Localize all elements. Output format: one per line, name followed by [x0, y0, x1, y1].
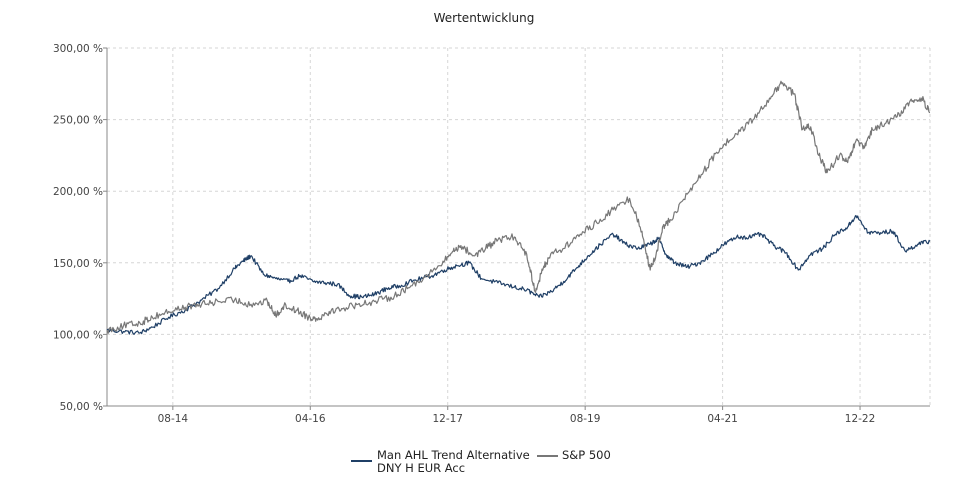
y-tick-label: 250,00 % [53, 115, 103, 127]
legend-label-sp500: S&P 500 [562, 448, 611, 462]
x-tick-label: 08-19 [570, 413, 601, 425]
x-tick-label: 12-17 [432, 413, 463, 425]
y-tick-label: 50,00 % [60, 401, 103, 413]
x-tick-label: 04-21 [707, 413, 738, 425]
series-lines [106, 80, 931, 335]
y-tick-label: 300,00 % [53, 43, 103, 55]
x-tick-label: 12-22 [845, 413, 876, 425]
series-line-man-ahl [106, 214, 931, 335]
y-tick-label: 200,00 % [53, 186, 103, 198]
x-tick-label: 08-14 [158, 413, 189, 425]
grid [107, 47, 931, 407]
legend-label-man-ahl-line2: DNY H EUR Acc [377, 461, 465, 475]
y-tick-label: 150,00 % [53, 258, 103, 270]
series-line-sp500 [106, 80, 931, 334]
axes: 50,00 % 100,00 % 150,00 % 200,00 % 250,00 % 3… [53, 43, 930, 425]
x-tick-label: 04-16 [295, 413, 326, 425]
legend-label-man-ahl-line1: Man AHL Trend Alternative [377, 448, 530, 462]
legend: Man AHL Trend Alternative DNY H EUR Acc … [351, 448, 611, 475]
y-tick-label: 100,00 % [53, 329, 103, 341]
chart-title: Wertentwicklung [434, 11, 535, 25]
